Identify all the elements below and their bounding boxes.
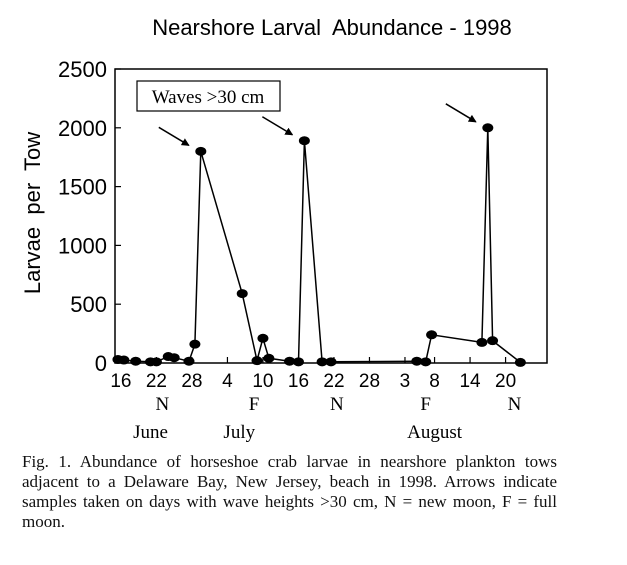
- data-point: [298, 136, 310, 146]
- wave-arrow: [445, 103, 477, 123]
- moon-phase-label: N: [330, 394, 344, 415]
- legend-text: Waves >30 cm: [152, 87, 265, 108]
- moon-phase-label: F: [249, 394, 260, 415]
- data-point: [514, 357, 526, 367]
- wave-arrows: [158, 103, 477, 146]
- x-tick-label: 3: [400, 371, 411, 392]
- data-series: [112, 123, 526, 367]
- data-point: [420, 357, 432, 367]
- month-label: July: [223, 422, 255, 443]
- x-tick-label: 22: [323, 371, 344, 392]
- series-line: [117, 127, 521, 363]
- y-axis: 0 500 1000 1500 2000 2500: [58, 57, 121, 376]
- data-point: [476, 337, 488, 347]
- larval-abundance-chart: Nearshore Larval Abundance - 1998 Larvae…: [20, 15, 548, 443]
- data-point: [263, 353, 275, 363]
- x-tick-label: 4: [222, 371, 233, 392]
- chart-title: Nearshore Larval Abundance - 1998: [152, 15, 512, 40]
- data-point: [482, 123, 494, 133]
- y-tick-label: 0: [95, 351, 107, 376]
- x-tick-label: 16: [288, 371, 309, 392]
- data-point: [150, 357, 162, 367]
- y-tick-label: 2000: [58, 116, 107, 141]
- data-point: [183, 356, 195, 366]
- data-point: [236, 289, 248, 299]
- data-point: [284, 356, 296, 366]
- legend-frame: [136, 80, 281, 112]
- figure-caption: Fig. 1. Abundance of horseshoe crab larv…: [22, 452, 557, 531]
- y-axis-label: Larvae per Tow: [20, 132, 45, 294]
- data-point: [130, 356, 142, 366]
- data-point: [251, 356, 263, 366]
- x-tick-label: 8: [429, 371, 440, 392]
- x-tick-label: 16: [110, 371, 131, 392]
- y-tick-label: 2500: [58, 57, 107, 82]
- data-point: [195, 146, 207, 156]
- month-label: August: [407, 422, 463, 443]
- y-tick-label: 500: [70, 292, 107, 317]
- data-point: [189, 339, 201, 349]
- y-tick-label: 1500: [58, 175, 107, 200]
- x-tick-label: 14: [459, 371, 481, 392]
- data-point: [316, 357, 328, 367]
- y-tick-label: 1000: [58, 233, 107, 258]
- legend-box: Waves >30 cm: [136, 80, 281, 112]
- data-point: [426, 330, 438, 340]
- moon-phase-label: N: [508, 394, 522, 415]
- moon-phase-label: F: [420, 394, 431, 415]
- wave-arrow: [158, 126, 190, 146]
- moon-phase-label: N: [155, 394, 169, 415]
- data-point: [118, 355, 130, 365]
- data-point: [411, 356, 423, 366]
- x-tick-label: 20: [495, 371, 516, 392]
- wave-arrow: [261, 116, 294, 136]
- month-label: June: [133, 422, 168, 443]
- x-tick-label: 28: [181, 371, 202, 392]
- data-point: [292, 357, 304, 367]
- data-point: [487, 336, 499, 346]
- data-point: [168, 353, 180, 363]
- x-tick-label: 28: [359, 371, 380, 392]
- data-point: [257, 333, 269, 343]
- x-tick-label: 22: [146, 371, 167, 392]
- data-point: [325, 357, 337, 367]
- x-tick-label: 10: [252, 371, 273, 392]
